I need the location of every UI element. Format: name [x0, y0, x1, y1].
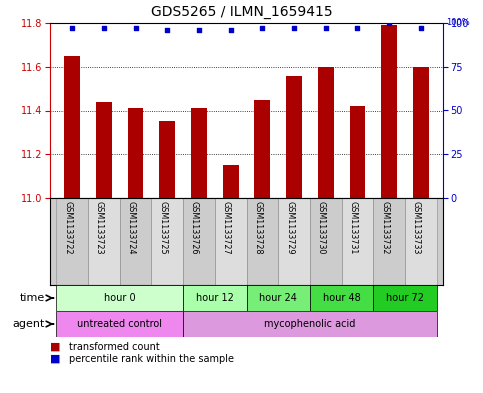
Bar: [413, 67, 429, 198]
Bar: [223, 165, 239, 198]
Text: GSM1133729: GSM1133729: [285, 202, 294, 255]
Bar: [183, 311, 437, 337]
Text: hour 0: hour 0: [104, 293, 136, 303]
Bar: [191, 108, 207, 198]
Point: [290, 25, 298, 31]
Bar: [310, 285, 373, 311]
Text: mycophenolic acid: mycophenolic acid: [264, 319, 355, 329]
Text: agent: agent: [13, 319, 45, 329]
Bar: [128, 108, 143, 198]
Text: GSM1133726: GSM1133726: [190, 202, 199, 255]
Point: [417, 25, 425, 31]
Bar: [373, 198, 405, 285]
Text: GSM1133724: GSM1133724: [127, 202, 136, 255]
Bar: [96, 102, 112, 198]
Text: GSM1133725: GSM1133725: [158, 202, 167, 255]
Bar: [183, 198, 215, 285]
Text: 100%: 100%: [446, 18, 469, 28]
Text: GSM1133728: GSM1133728: [254, 202, 262, 255]
Bar: [318, 67, 334, 198]
Bar: [310, 198, 341, 285]
Text: hour 48: hour 48: [323, 293, 360, 303]
Point: [385, 20, 393, 26]
Bar: [88, 198, 120, 285]
Point: [68, 25, 76, 31]
Point: [132, 25, 140, 31]
Text: GSM1133730: GSM1133730: [317, 202, 326, 255]
Bar: [341, 198, 373, 285]
Bar: [151, 198, 183, 285]
Bar: [350, 106, 365, 198]
Bar: [246, 198, 278, 285]
Text: hour 12: hour 12: [196, 293, 234, 303]
Point: [227, 27, 235, 33]
Point: [195, 27, 203, 33]
Point: [100, 25, 108, 31]
Text: GDS5265 / ILMN_1659415: GDS5265 / ILMN_1659415: [151, 5, 332, 19]
Text: untreated control: untreated control: [77, 319, 162, 329]
Text: hour 24: hour 24: [259, 293, 297, 303]
Bar: [405, 198, 437, 285]
Bar: [57, 311, 183, 337]
Text: ■: ■: [50, 342, 60, 352]
Bar: [255, 99, 270, 198]
Bar: [246, 285, 310, 311]
Point: [322, 25, 329, 31]
Text: GSM1133727: GSM1133727: [222, 202, 231, 255]
Bar: [183, 285, 246, 311]
Bar: [57, 285, 183, 311]
Bar: [381, 25, 397, 198]
Bar: [215, 198, 246, 285]
Bar: [286, 75, 302, 198]
Bar: [57, 198, 88, 285]
Text: transformed count: transformed count: [70, 342, 160, 352]
Bar: [159, 121, 175, 198]
Text: GSM1133731: GSM1133731: [348, 202, 357, 255]
Bar: [120, 198, 151, 285]
Text: hour 72: hour 72: [386, 293, 424, 303]
Text: time: time: [20, 293, 45, 303]
Text: percentile rank within the sample: percentile rank within the sample: [70, 354, 234, 364]
Point: [163, 27, 171, 33]
Bar: [373, 285, 437, 311]
Point: [258, 25, 266, 31]
Point: [354, 25, 361, 31]
Text: GSM1133723: GSM1133723: [95, 202, 104, 255]
Text: GSM1133733: GSM1133733: [412, 202, 421, 255]
Text: GSM1133722: GSM1133722: [63, 202, 72, 255]
Bar: [64, 56, 80, 198]
Text: ■: ■: [50, 354, 60, 364]
Bar: [278, 198, 310, 285]
Text: GSM1133732: GSM1133732: [380, 202, 389, 255]
